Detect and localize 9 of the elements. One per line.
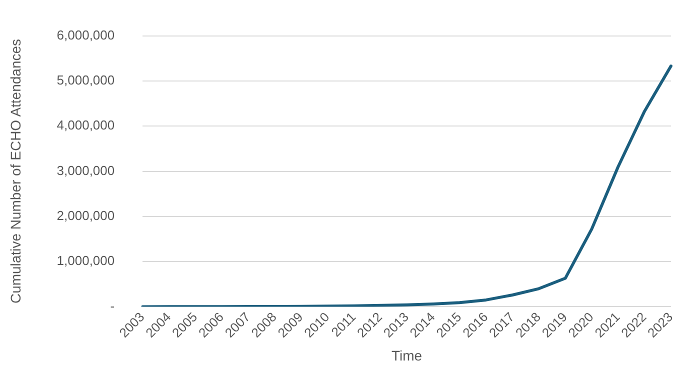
y-tick-label: 4,000,000: [56, 118, 115, 133]
y-tick-label: -: [110, 298, 115, 314]
y-axis-title: Cumulative Number of ECHO Attendances: [7, 38, 24, 304]
y-tick-label: 5,000,000: [56, 72, 115, 88]
y-tick-label: 2,000,000: [56, 208, 115, 223]
y-tick-label: 1,000,000: [56, 253, 115, 268]
x-axis-title: Time: [392, 347, 422, 364]
y-tick-label: 3,000,000: [56, 162, 115, 178]
y-tick-label: 6,000,000: [56, 27, 115, 42]
